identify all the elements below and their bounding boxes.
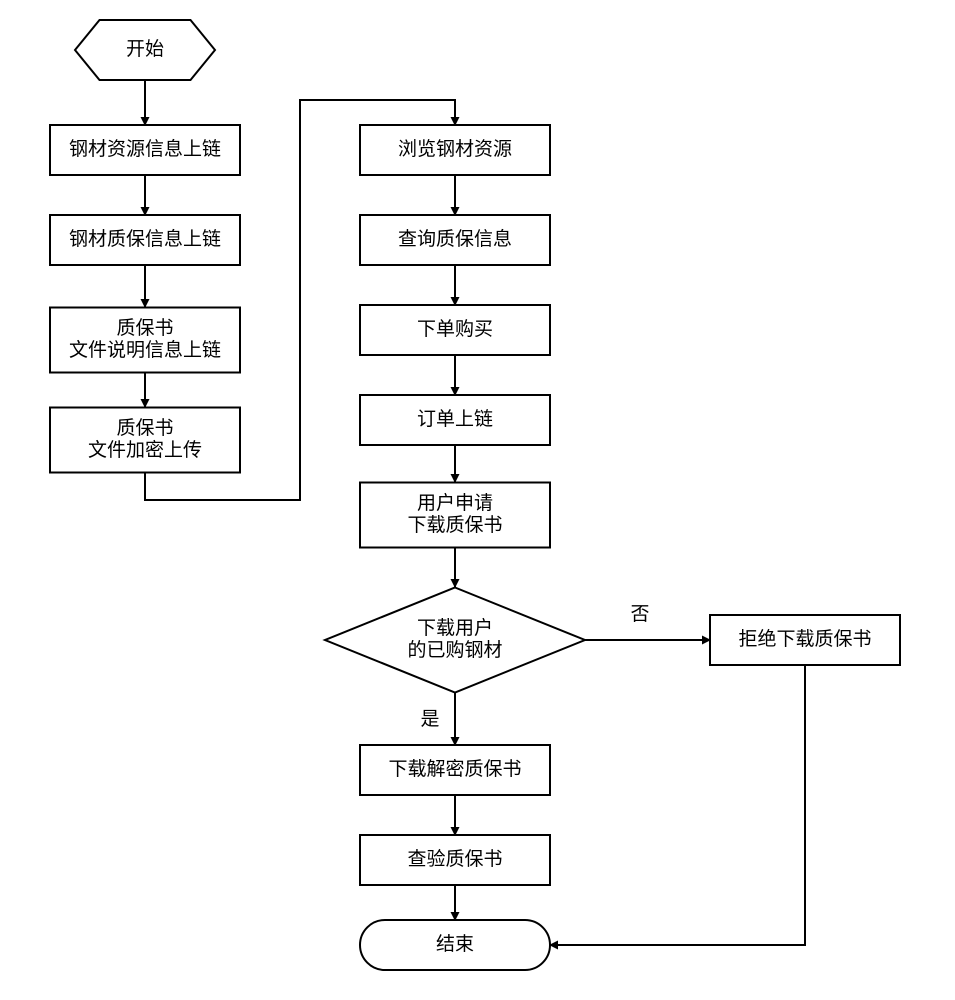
- node-end: 结束: [360, 920, 550, 970]
- flowchart-canvas: 否是开始钢材资源信息上链钢材质保信息上链质保书文件说明信息上链质保书文件加密上传…: [0, 0, 955, 1000]
- node-l4: 质保书文件加密上传: [50, 408, 240, 473]
- edge-label-dec-r6: 是: [420, 709, 439, 730]
- node-dec: 下载用户的已购钢材: [325, 588, 585, 693]
- node-text: 拒绝下载质保书: [738, 628, 871, 650]
- node-start: 开始: [75, 20, 215, 80]
- node-text: 文件加密上传: [88, 439, 202, 461]
- node-r7: 查验质保书: [360, 835, 550, 885]
- node-text: 用户申请: [417, 492, 493, 514]
- node-l1: 钢材资源信息上链: [50, 125, 240, 175]
- node-text: 下载用户: [417, 617, 493, 639]
- edge-reject-end: [550, 665, 805, 945]
- nodes-group: 开始钢材资源信息上链钢材质保信息上链质保书文件说明信息上链质保书文件加密上传浏览…: [50, 20, 900, 970]
- node-r4: 订单上链: [360, 395, 550, 445]
- node-text: 查验质保书: [407, 848, 502, 870]
- node-r3: 下单购买: [360, 305, 550, 355]
- node-text: 下单购买: [417, 318, 493, 340]
- node-text: 质保书: [116, 317, 173, 339]
- node-text: 查询质保信息: [398, 228, 512, 250]
- node-text: 开始: [126, 38, 164, 60]
- node-text: 下载质保书: [407, 514, 502, 536]
- edge-label-dec-reject: 否: [630, 604, 649, 625]
- node-text: 结束: [436, 933, 474, 955]
- node-text: 钢材资源信息上链: [69, 138, 221, 160]
- node-reject: 拒绝下载质保书: [710, 615, 900, 665]
- node-text: 文件说明信息上链: [69, 339, 221, 361]
- node-text: 的已购钢材: [407, 639, 502, 661]
- node-l3: 质保书文件说明信息上链: [50, 308, 240, 373]
- node-text: 钢材质保信息上链: [69, 228, 221, 250]
- node-text: 订单上链: [417, 408, 493, 430]
- node-l2: 钢材质保信息上链: [50, 215, 240, 265]
- node-text: 质保书: [116, 417, 173, 439]
- node-text: 浏览钢材资源: [398, 138, 512, 160]
- node-r1: 浏览钢材资源: [360, 125, 550, 175]
- node-text: 下载解密质保书: [388, 758, 521, 780]
- node-r6: 下载解密质保书: [360, 745, 550, 795]
- node-r5: 用户申请下载质保书: [360, 483, 550, 548]
- node-r2: 查询质保信息: [360, 215, 550, 265]
